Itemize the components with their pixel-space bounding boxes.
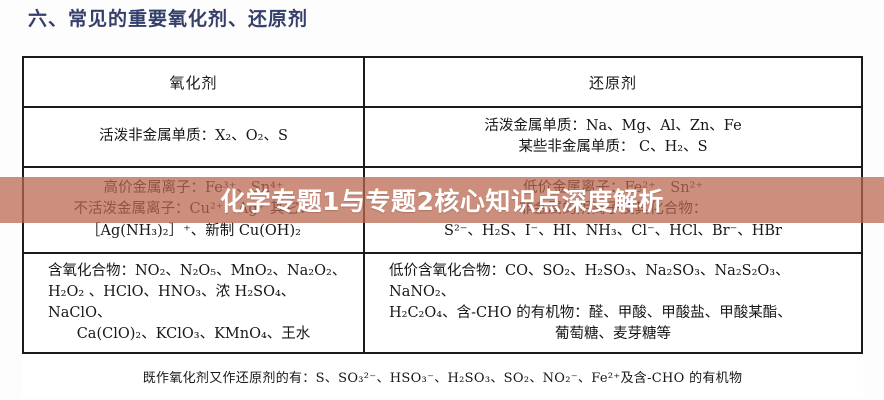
cell-reductant-row1: 活泼金属单质：Na、Mg、Al、Zn、Fe 某些非金属单质： C、H₂、S (363, 106, 863, 168)
cell-line: 低价含氧化合物：CO、SO₂、H₂SO₃、Na₂SO₃、Na₂S₂O₃、NaNO… (389, 262, 790, 300)
cell-line: ［Ag(NH₃)₂］⁺、新制 Cu(OH)₂ (86, 222, 301, 239)
table-footer-row: 既作氧化剂又作还原剂的有：S、SO₃²⁻、HSO₃⁻、H₂SO₃、SO₂、NO₂… (23, 353, 862, 398)
table-header-row: 氧化剂 还原剂 (22, 56, 863, 108)
cell-line: 某些非金属单质： C、H₂、S (518, 139, 708, 155)
cell-line: 葡萄糖、麦芽糖等 (555, 326, 671, 343)
cell-line: 活泼非金属单质：X₂、O₂、S (99, 128, 288, 145)
footer-note: 既作氧化剂又作还原剂的有：S、SO₃²⁻、HSO₃⁻、H₂SO₃、SO₂、NO₂… (142, 370, 743, 386)
cell-line: 活泼金属单质：Na、Mg、Al、Zn、Fe (484, 117, 742, 134)
cell-reductant-row3: 低价含氧化合物：CO、SO₂、H₂SO₃、Na₂SO₃、Na₂S₂O₃、NaNO… (363, 252, 863, 354)
cell-line: 高价金属离子：Fe³⁺、Sn⁴⁺ (103, 180, 284, 197)
cell-line: 不活泼金属离子：Cu²⁺、Ag⁺ 其它： (73, 201, 314, 218)
table-row: 活泼非金属单质：X₂、O₂、S 活泼金属单质：Na、Mg、Al、Zn、Fe 某些… (22, 106, 863, 168)
cell-line: 含氧化合物：NO₂、N₂O₅、MnO₂、Na₂O₂、 (48, 262, 347, 279)
page-title: 六、常见的重要氧化剂、还原剂 (28, 8, 309, 30)
cell-line: 非金属的阴离子及其化合物： (518, 201, 708, 218)
cell-line: H₂C₂O₄、含-CHO 的有机物：醛、甲酸、甲酸盐、甲酸某酯、 (389, 305, 792, 321)
cell-oxidant-row3: 含氧化合物：NO₂、N₂O₅、MnO₂、Na₂O₂、 H₂O₂ 、HClO、HN… (22, 252, 365, 354)
header-cell-oxidant: 氧化剂 (22, 56, 365, 108)
oxidant-reductant-table: 氧化剂 还原剂 活泼非金属单质：X₂、O₂、S 活泼金属单质：Na、Mg、Al、… (22, 56, 863, 398)
cell-line: S²⁻、H₂S、I⁻、HI、NH₃、Cl⁻、HCl、Br⁻、HBr (444, 222, 782, 239)
header-cell-reductant: 还原剂 (363, 56, 863, 108)
table-row: 高价金属离子：Fe³⁺、Sn⁴⁺ 不活泼金属离子：Cu²⁺、Ag⁺ 其它： ［A… (22, 166, 863, 254)
cell-oxidant-row2: 高价金属离子：Fe³⁺、Sn⁴⁺ 不活泼金属离子：Cu²⁺、Ag⁺ 其它： ［A… (22, 166, 365, 254)
cell-line: 低价金属离子：Fe²⁺、Sn²⁺ (522, 180, 704, 197)
cell-reductant-row2: 低价金属离子：Fe²⁺、Sn²⁺ 非金属的阴离子及其化合物： S²⁻、H₂S、I… (363, 166, 863, 254)
cell-oxidant-row1: 活泼非金属单质：X₂、O₂、S (22, 106, 365, 168)
cell-line: Ca(ClO)₂、KClO₃、KMnO₄、王水 (76, 326, 311, 343)
cell-line: H₂O₂ 、HClO、HNO₃、浓 H₂SO₄、NaClO、 (48, 283, 296, 321)
table-row: 含氧化合物：NO₂、N₂O₅、MnO₂、Na₂O₂、 H₂O₂ 、HClO、HN… (22, 252, 863, 354)
